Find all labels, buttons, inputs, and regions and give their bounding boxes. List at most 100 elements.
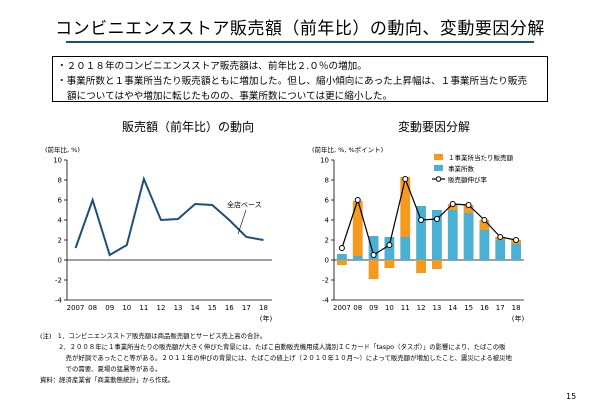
left-series-line	[74, 175, 264, 257]
right-growth-marker	[497, 234, 504, 240]
left-annotation: 全店ベース	[227, 200, 262, 209]
summary-line-3: 額についてはやや増加に転じたものの、事業所数については更に縮小した。	[67, 91, 393, 102]
right-growth-marker	[418, 217, 425, 223]
right-growth-line	[341, 176, 517, 256]
left-chart-title: 販売額（前年比）の動向	[122, 120, 255, 134]
left-y-tick-label: 10	[53, 157, 62, 165]
note-line-4: での需要、夏場の猛暑等がある。	[40, 365, 162, 373]
right-x-tick-label: 18	[512, 304, 521, 312]
right-x-tick-label: 15	[464, 304, 473, 312]
left-x-tick-label: 13	[174, 304, 183, 312]
note-line-3: 売が好調であったこと等がある。２０１１年の伸びの背景には、たばこの値上げ（２０１…	[40, 354, 512, 362]
left-annotation-leader	[237, 209, 247, 235]
left-x-tick-label: 2007	[67, 304, 85, 312]
right-y-tick-label: 10	[320, 157, 329, 165]
note-line-1: (注) 1．コンビニエンスストア販売額は商品販売額とサービス売上高の合計。	[40, 332, 267, 340]
right-x-tick-label: 16	[480, 304, 489, 312]
left-x-tick-label: 14	[191, 304, 200, 312]
right-growth-marker	[513, 237, 520, 243]
right-bar-store-count	[511, 244, 521, 260]
left-x-tick-label: 11	[139, 304, 148, 312]
left-x-tick-label: 10	[122, 304, 131, 312]
right-y-tick-label: 6	[325, 197, 330, 205]
left-x-tick-label: 17	[242, 304, 251, 312]
right-bar-store-count	[479, 230, 490, 260]
right-bar-store-count	[447, 210, 458, 260]
left-y-tick-label: 8	[58, 177, 62, 185]
right-chart: -4 -2 0 2 4 6 8 10 2007 08 09 10 11 12 13 14 15 16 17 18 (年)…	[312, 145, 525, 323]
left-x-tick-label: 09	[105, 304, 114, 312]
left-x-tick-label: 08	[88, 304, 97, 312]
right-bar-per-store	[416, 260, 426, 273]
left-x-tick-label: 16	[225, 304, 234, 312]
right-bar-store-count	[384, 237, 395, 260]
left-y-tick-label: 6	[58, 197, 63, 205]
right-bar-store-count	[495, 240, 506, 260]
legend-marker-growth	[435, 176, 442, 182]
right-bar-per-store	[368, 260, 379, 279]
left-x-tick-label: 18	[259, 304, 268, 312]
right-y-tick-label: 8	[325, 177, 329, 185]
right-bar-store-count	[368, 236, 379, 260]
right-bar-per-store	[400, 177, 411, 237]
right-growth-marker	[402, 176, 409, 182]
left-x-unit: (年)	[260, 314, 273, 323]
right-bar-store-count	[400, 237, 411, 260]
right-growth-marker	[370, 252, 377, 258]
left-y-tick-label: -2	[55, 277, 62, 285]
right-chart-title: 変動要因分解	[398, 120, 471, 134]
title-underline	[66, 41, 534, 43]
right-bar-per-store	[463, 205, 474, 213]
right-growth-marker	[449, 201, 456, 207]
right-bar-store-count	[416, 206, 426, 260]
right-bar-per-store	[384, 260, 395, 268]
right-growth-marker	[433, 216, 440, 222]
right-x-tick-label: 10	[385, 304, 394, 312]
right-growth-marker	[465, 202, 472, 208]
right-y-unit: (前年比, %, %ポイント)	[312, 145, 383, 154]
right-bar-store-count	[432, 210, 442, 260]
left-y-tick-label: 2	[58, 237, 62, 245]
right-y-tick-label: 4	[325, 217, 330, 225]
right-bar-per-store	[352, 201, 363, 256]
right-x-tick-label: 13	[432, 304, 441, 312]
page-title: コンビニエンスストア販売額（前年比）の動向、変動要因分解	[55, 19, 545, 39]
right-x-tick-label: 14	[448, 304, 457, 312]
right-bar-per-store	[337, 260, 347, 265]
right-y-tick-label: -4	[322, 297, 330, 305]
left-x-tick-label: 15	[208, 304, 217, 312]
right-x-tick-label: 2007	[333, 304, 351, 312]
summary-line-2: ・事業所数と１事業所当たり販売額ともに増加した。但し、縮小傾向にあった上昇幅は、…	[57, 76, 528, 87]
right-y-tick-label: 2	[325, 237, 329, 245]
right-growth-marker	[386, 242, 393, 248]
note-line-5: 資料：経済産業省「商業動態統計」から作成。	[40, 376, 175, 384]
left-y-unit: (前年比, %)	[45, 145, 80, 154]
right-growth-marker	[338, 245, 345, 251]
right-bar-store-count	[463, 213, 474, 260]
right-bar-store-count	[352, 256, 363, 260]
right-growth-marker	[354, 197, 361, 203]
page-number: 15	[566, 392, 577, 401]
left-chart: -4 -2 0 2 4 6 8 10 2007 08 09 10 11 12 13 14 15 16 17 18 (年)…	[45, 145, 273, 323]
right-y-tick-label: -2	[322, 277, 329, 285]
note-line-2: 2．２００８年に１事業所当たりの販売額が大きく伸びた背景には、たばこ自動販売機用…	[40, 343, 506, 351]
right-x-tick-label: 08	[353, 304, 362, 312]
legend-swatch-per-store	[434, 154, 443, 160]
left-y-tick-label: 0	[58, 257, 62, 265]
right-growth-marker	[481, 217, 488, 223]
left-y-tick-label: -4	[55, 297, 63, 305]
right-x-tick-label: 17	[496, 304, 505, 312]
right-x-tick-label: 09	[369, 304, 378, 312]
right-bar-per-store	[432, 260, 442, 269]
notes: (注) 1．コンビニエンスストア販売額は商品販売額とサービス売上高の合計。 2．…	[40, 331, 560, 386]
summary-box: ・２０１８年のコンビニエンスストア販売額は、前年比２.０％の増加。 ・事業所数と…	[52, 56, 548, 102]
right-x-tick-label: 12	[417, 304, 426, 312]
right-x-unit: (年)	[512, 314, 525, 323]
legend-swatch-store-count	[434, 165, 443, 171]
right-bar-per-store	[479, 220, 490, 230]
summary-line-1: ・２０１８年のコンビニエンスストア販売額は、前年比２.０％の増加。	[57, 61, 367, 72]
legend-label-store-count: 事業所数	[448, 164, 475, 173]
right-bar-store-count	[337, 254, 347, 260]
right-y-tick-label: 0	[325, 257, 329, 265]
right-x-tick-label: 11	[401, 304, 410, 312]
